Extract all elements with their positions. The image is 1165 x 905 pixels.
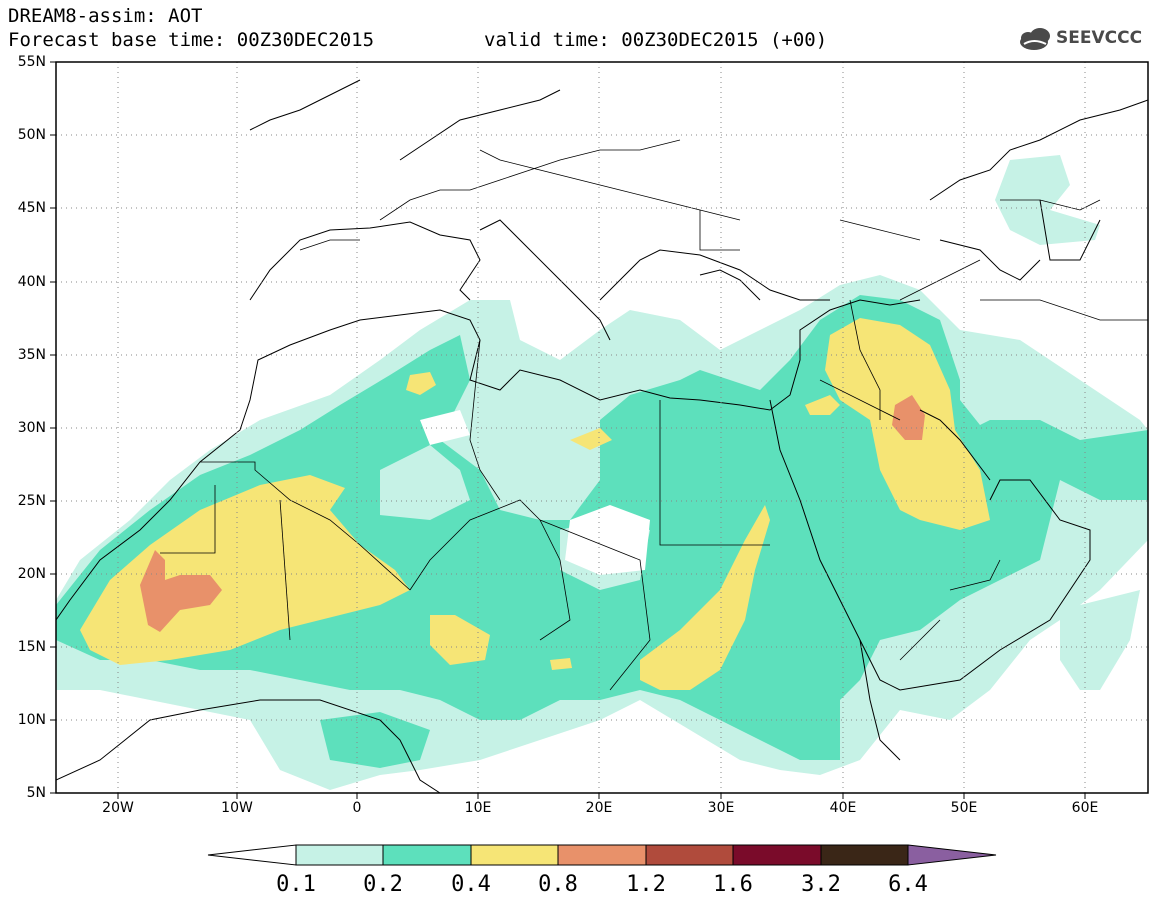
- lon-label-30e: 30E: [707, 800, 735, 816]
- colorbar-label-0.8: 0.8: [538, 872, 578, 897]
- lat-label-35n: 35N: [17, 347, 46, 363]
- colorbar-bin-1.2: [645, 844, 734, 866]
- coastlines: [56, 79, 1148, 793]
- colorbar-bin-0.1: [295, 844, 384, 866]
- lon-label-50e: 50E: [950, 800, 978, 816]
- colorbar-bin-0.8: [557, 844, 647, 866]
- gridlines: [56, 62, 1148, 793]
- lat-label-10n: 10N: [17, 712, 46, 728]
- colorbar-label-3.2: 3.2: [801, 872, 841, 897]
- lat-label-20n: 20N: [17, 566, 46, 582]
- lon-label-0: 0: [352, 800, 362, 816]
- logo-text: SEEVCCC: [1056, 28, 1143, 48]
- colorbar-over-arrow: [907, 844, 997, 866]
- colorbar: [207, 844, 997, 866]
- lat-label-45n: 45N: [17, 200, 46, 216]
- lat-label-25n: 25N: [17, 493, 46, 509]
- map-title: DREAM8-assim: AOT: [8, 5, 203, 27]
- lon-label-10e: 10E: [464, 800, 492, 816]
- lon-label-10w: 10W: [221, 800, 253, 816]
- colorbar-label-0.4: 0.4: [451, 872, 491, 897]
- lon-label-40e: 40E: [829, 800, 857, 816]
- colorbar-under-arrow: [207, 844, 297, 866]
- colorbar-label-6.4: 6.4: [888, 872, 928, 897]
- lat-label-5n: 5N: [26, 785, 46, 801]
- lon-label-20w: 20W: [102, 800, 134, 816]
- lon-label-20e: 20E: [585, 800, 613, 816]
- colorbar-bin-0.2: [382, 844, 472, 866]
- colorbar-label-0.1: 0.1: [276, 872, 316, 897]
- country-borders: [160, 139, 1148, 691]
- valid-time: valid time: 00Z30DEC2015 (+00): [484, 29, 828, 51]
- lat-label-40n: 40N: [17, 274, 46, 290]
- lat-label-15n: 15N: [17, 639, 46, 655]
- lon-label-60e: 60E: [1071, 800, 1099, 816]
- lat-label-55n: 55N: [17, 54, 46, 70]
- aot-fields: [56, 155, 1148, 790]
- seevccc-logo: [1020, 28, 1050, 50]
- colorbar-bin-1.6: [732, 844, 822, 866]
- colorbar-label-0.2: 0.2: [363, 872, 403, 897]
- aot-clear-areas: [420, 410, 650, 575]
- colorbar-label-1.2: 1.2: [626, 872, 666, 897]
- aot-level-0.8: [140, 395, 925, 632]
- colorbar-bin-0.4: [470, 844, 559, 866]
- lat-label-50n: 50N: [17, 127, 46, 143]
- colorbar-bin-3.2: [820, 844, 909, 866]
- axis-ticks: [50, 61, 1086, 799]
- lat-label-30n: 30N: [17, 420, 46, 436]
- forecast-base-time: Forecast base time: 00Z30DEC2015: [8, 29, 375, 51]
- colorbar-label-1.6: 1.6: [713, 872, 753, 897]
